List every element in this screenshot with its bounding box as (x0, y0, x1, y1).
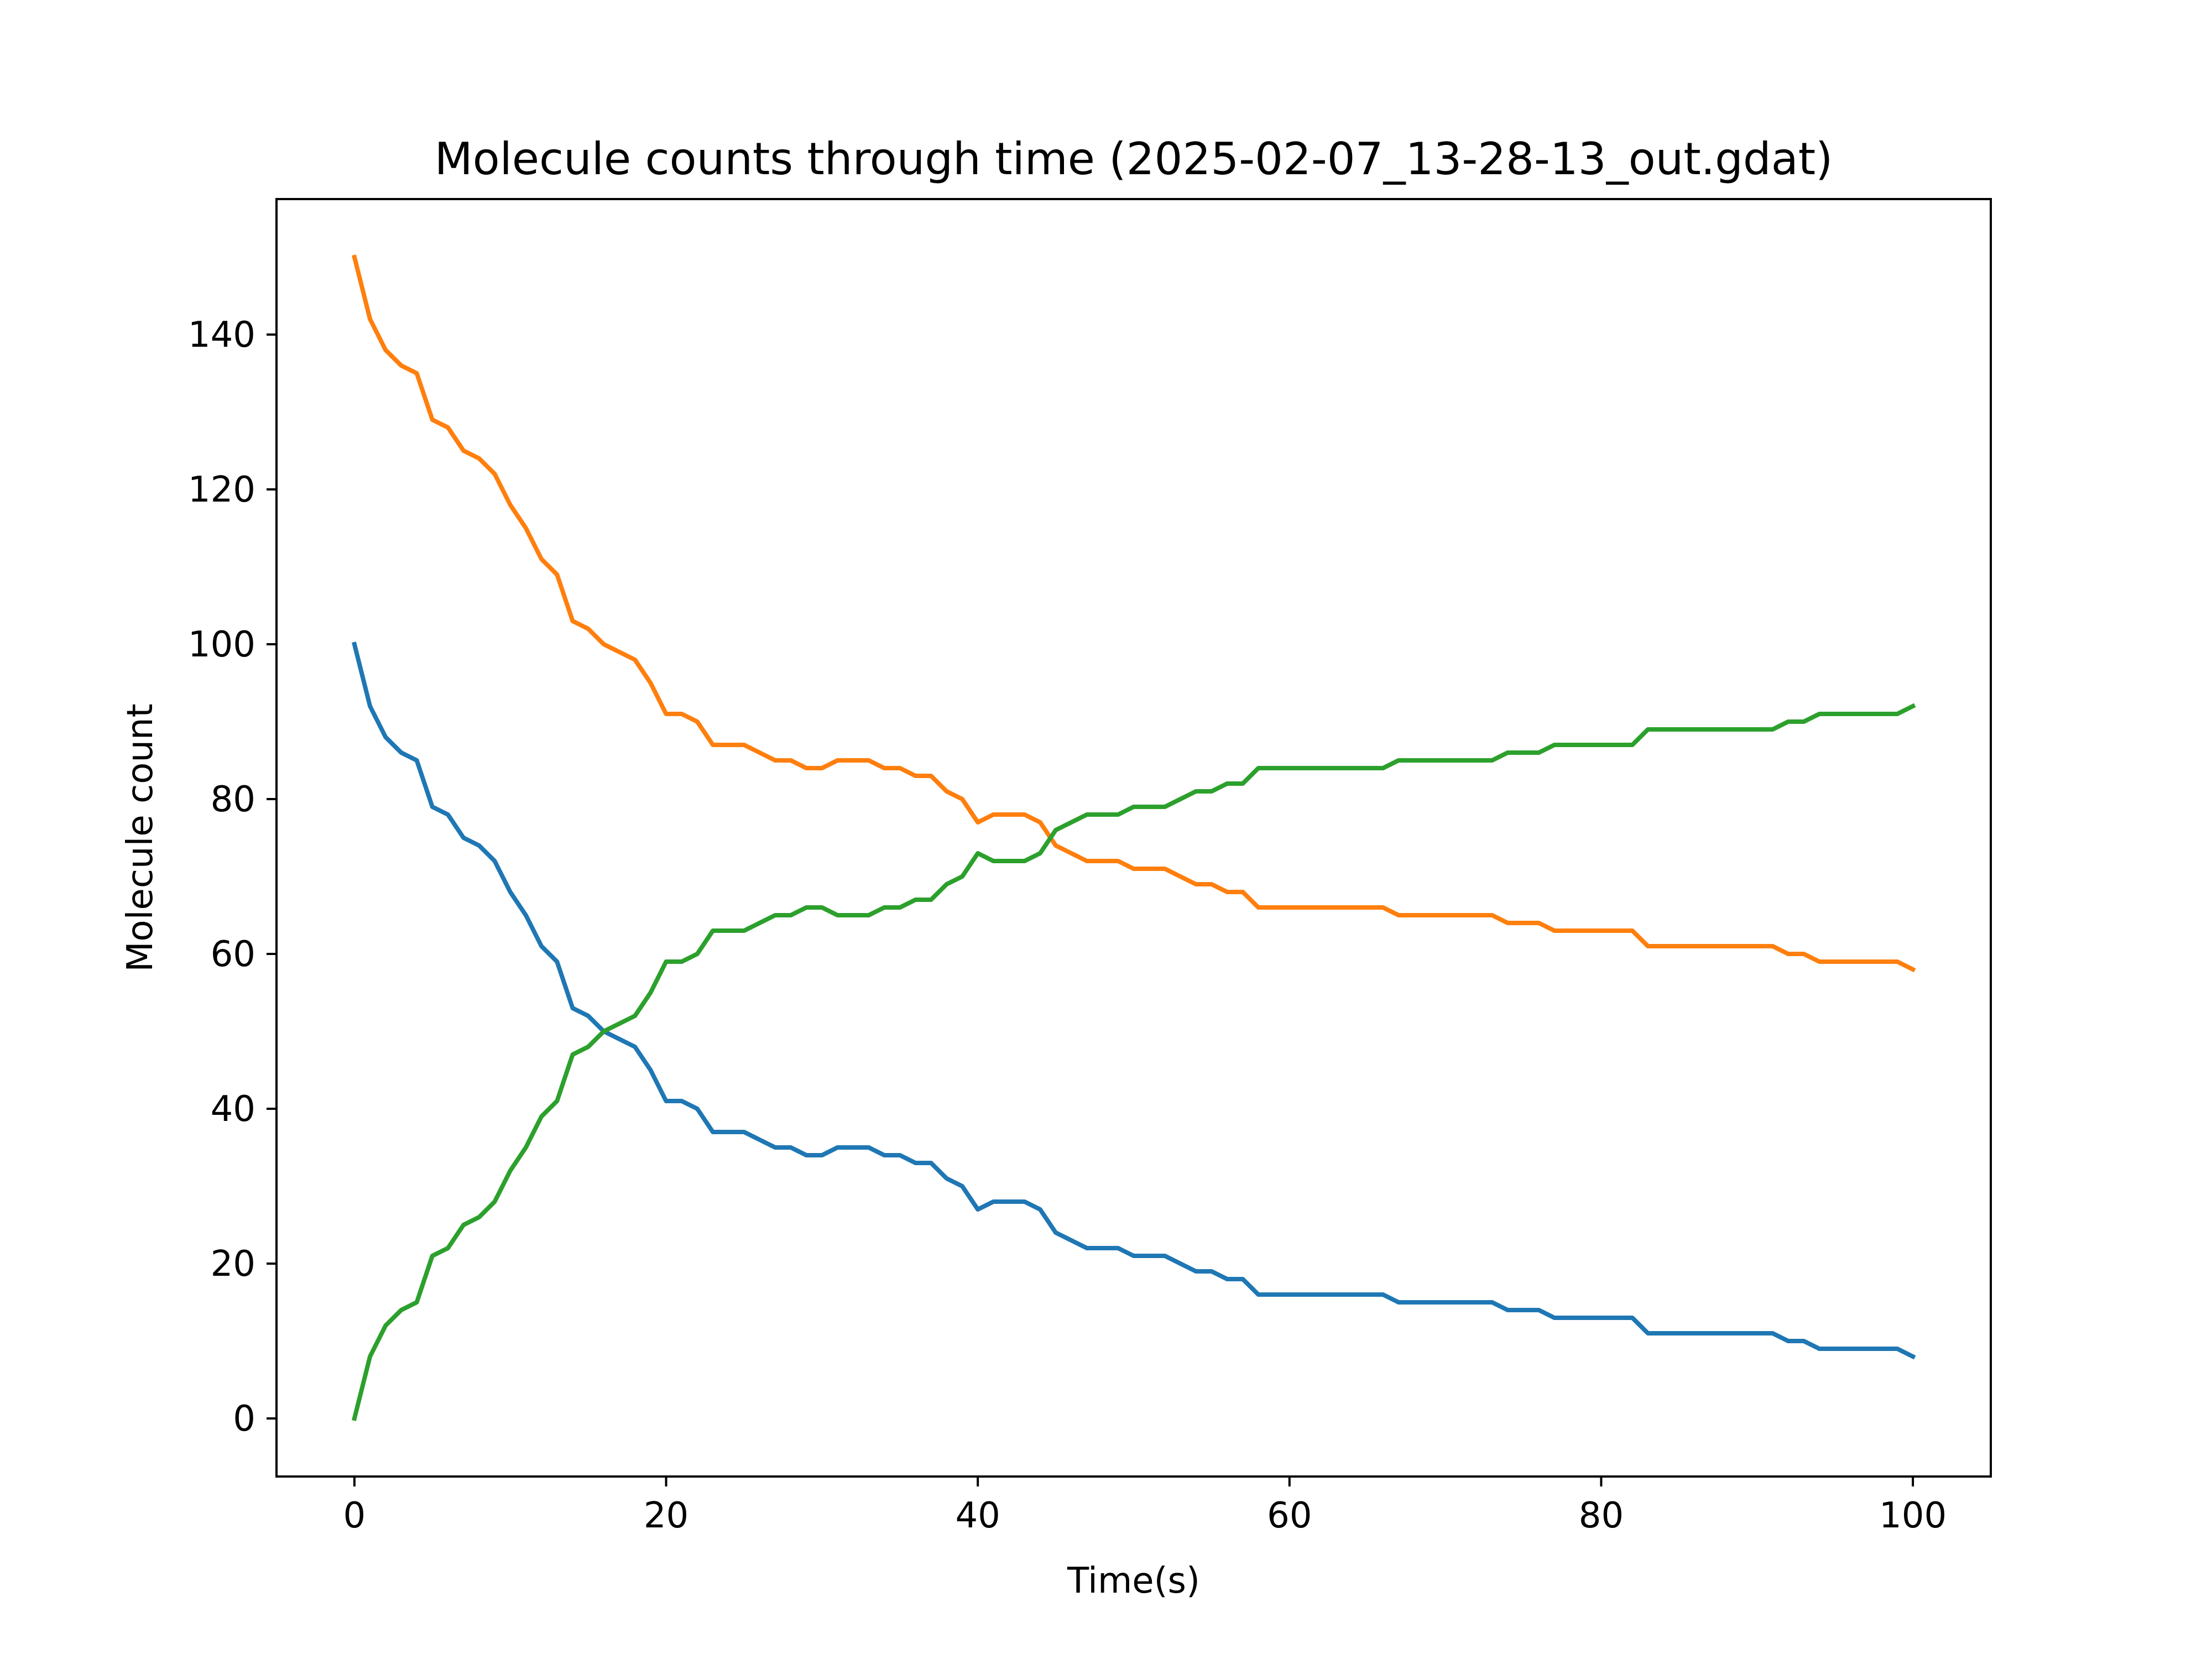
y-axis-label: Molecule count (120, 703, 161, 972)
y-tick-label: 20 (211, 1244, 255, 1285)
plot-area (275, 198, 1992, 1478)
x-axis: 0 20 40 60 80 100 (343, 1477, 1947, 1536)
x-axis-label: Time(s) (1067, 1561, 1200, 1601)
y-tick-label: 140 (188, 315, 255, 356)
y-tick-label: 40 (211, 1089, 255, 1130)
x-tick-label: 40 (955, 1495, 1000, 1536)
y-axis: 0 20 40 60 80 100 120 140 (188, 315, 276, 1439)
plot-frame (275, 198, 1992, 1478)
x-tick-label: 100 (1879, 1495, 1947, 1536)
plot-background (276, 199, 1991, 1477)
x-tick-label: 20 (644, 1495, 688, 1536)
series-layer (352, 254, 1916, 1421)
series-line-2 (352, 254, 1916, 973)
y-tick-label: 80 (211, 779, 255, 820)
y-tick-label: 60 (211, 934, 255, 975)
series-line-1 (352, 641, 1916, 1360)
y-tick-label: 100 (188, 624, 255, 665)
y-tick-label: 120 (188, 469, 255, 510)
x-tick-label: 60 (1267, 1495, 1312, 1536)
x-tick-label: 0 (343, 1495, 366, 1536)
series-line-3 (352, 703, 1916, 1421)
y-tick-label: 0 (233, 1399, 255, 1439)
chart-title: Molecule counts through time (2025-02-07… (435, 133, 1833, 185)
x-tick-label: 80 (1579, 1495, 1624, 1536)
